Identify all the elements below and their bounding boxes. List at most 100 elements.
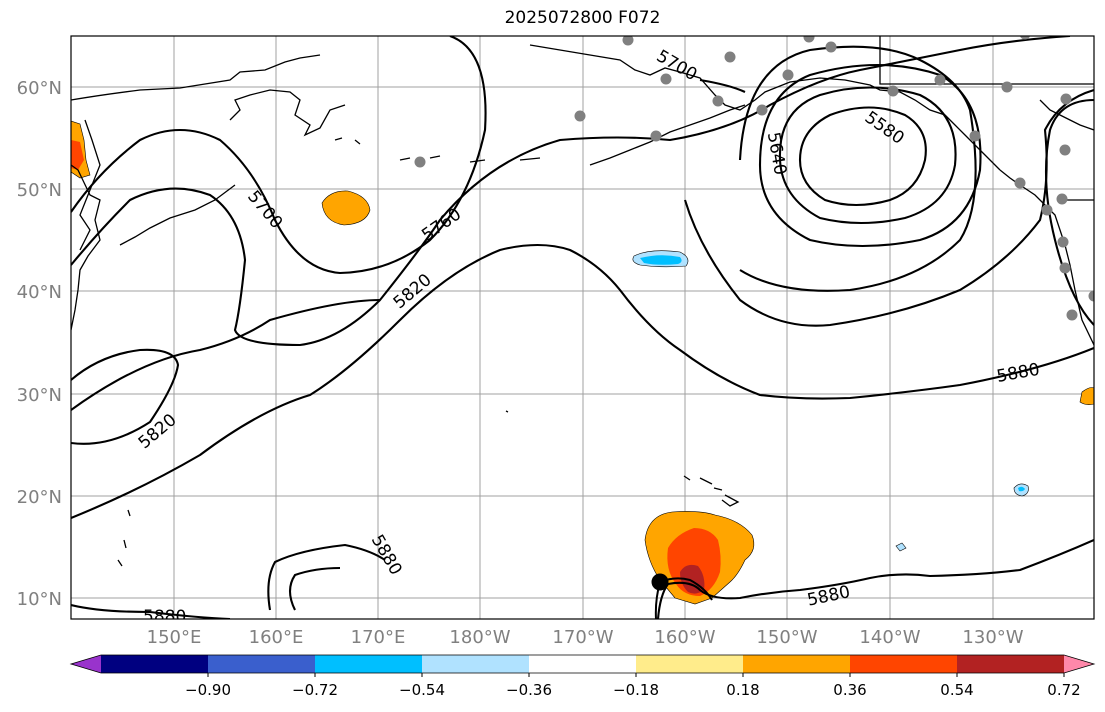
- contour-5820-main: [71, 298, 381, 411]
- lon-label: 150°E: [147, 627, 202, 648]
- shade-east-small: [1079, 387, 1094, 405]
- station-dot: [782, 69, 794, 81]
- colorbar-tick-label: 0.72: [1047, 681, 1080, 699]
- colorbar-segment: [422, 655, 530, 673]
- longitude-labels: 150°E 160°E 170°E 180°W 170°W 160°W 150°…: [147, 627, 1024, 648]
- colorbar-tick-label: −0.72: [292, 681, 338, 699]
- lat-label: 40°N: [17, 282, 62, 303]
- station-dot: [414, 156, 426, 168]
- coast-kurils: [119, 184, 236, 246]
- colorbar-segment: [101, 655, 209, 673]
- contour-5880-sw-inner: [288, 566, 341, 611]
- coast-hawaii: [683, 475, 740, 507]
- shade-east-blue-inner: [1018, 486, 1025, 492]
- station-dot: [650, 130, 662, 142]
- lat-label: 30°N: [17, 385, 62, 406]
- contour-5820-c: [71, 244, 1094, 519]
- map-frame: [70, 35, 1095, 620]
- graticule: [71, 36, 1094, 619]
- colorbar-segment: [315, 655, 423, 673]
- storm-track: [651, 573, 713, 619]
- station-dot: [803, 36, 815, 43]
- contour-5880-south: [656, 539, 1094, 619]
- station-dot: [1059, 262, 1071, 274]
- colorbar-tick-label: 0.18: [726, 681, 759, 699]
- station-dot: [934, 74, 946, 86]
- shaded-anomalies: [71, 120, 1094, 605]
- lat-label: 60°N: [17, 78, 62, 99]
- coast-aleutians-2: [399, 155, 541, 163]
- contour-5880-north: [699, 78, 746, 93]
- contour-5700-east: [738, 45, 977, 292]
- lon-label: 180°W: [449, 627, 510, 648]
- colorbar-segment: [529, 655, 637, 673]
- lon-label: 170°E: [351, 627, 406, 648]
- colorbar-tick-label: −0.36: [506, 681, 552, 699]
- station-dot: [969, 130, 981, 142]
- station-dot: [1057, 236, 1069, 248]
- station-dot: [1060, 93, 1072, 105]
- colorbar-segment: [850, 655, 958, 673]
- latitude-labels: 60°N 50°N 40°N 30°N 20°N 10°N: [17, 78, 62, 610]
- contour-label-5880d: 5880: [143, 607, 186, 627]
- lon-label: 160°W: [654, 627, 715, 648]
- lat-label: 10°N: [17, 589, 62, 610]
- lat-label: 20°N: [17, 487, 62, 508]
- station-dot: [574, 110, 586, 122]
- colorbar-tick-label: −0.54: [399, 681, 445, 699]
- storm-position-marker: [651, 573, 669, 591]
- shade-kamchatka-inner: [71, 140, 84, 170]
- contour-5880-east: [1044, 98, 1094, 326]
- coast-asia-north: [71, 54, 321, 101]
- coast-canada-east: [1039, 99, 1094, 131]
- lon-label: 130°W: [962, 627, 1023, 648]
- coast-aleutians: [589, 104, 746, 166]
- station-markers: [414, 36, 1094, 321]
- station-dot: [1088, 290, 1094, 302]
- station-dot: [1001, 81, 1013, 93]
- station-dot: [1014, 177, 1026, 189]
- colorbar-segment: [208, 655, 316, 673]
- colorbar-outline: [69, 654, 1096, 674]
- shade-gulf-blue-inner: [640, 255, 682, 265]
- colorbar-segment: [743, 655, 851, 673]
- coast-alaska-west: [529, 44, 1001, 171]
- station-dot: [1019, 36, 1031, 40]
- coast-alaska-box: [879, 36, 1094, 85]
- contour-5820-b: [71, 348, 180, 445]
- height-contours: [71, 36, 1094, 619]
- station-dot: [724, 51, 736, 63]
- coast-chukotka: [229, 89, 346, 137]
- lon-label: 150°W: [756, 627, 817, 648]
- coastlines: [71, 36, 1094, 567]
- station-dot: [1066, 309, 1078, 321]
- lat-label: 50°N: [17, 180, 62, 201]
- colorbar-extend-max: [1064, 655, 1094, 673]
- colorbar: [69, 654, 1096, 674]
- lon-label: 170°W: [552, 627, 613, 648]
- colorbar-tick-label: 0.36: [833, 681, 866, 699]
- station-dot: [756, 104, 768, 116]
- lon-label: 140°W: [859, 627, 920, 648]
- contour-outer: [683, 88, 1094, 327]
- colorbar-tick-labels: −0.90 −0.72 −0.54 −0.36 −0.18 0.18 0.36 0.54 0.7…: [185, 673, 1081, 699]
- station-dot: [712, 95, 724, 107]
- colorbar-tick-label: −0.18: [613, 681, 659, 699]
- shade-nw-pacific: [321, 190, 371, 226]
- coast-small-islands: [117, 410, 509, 567]
- colorbar-tick-label: 0.54: [940, 681, 973, 699]
- contour-5700-west: [71, 36, 487, 275]
- station-dot: [887, 85, 899, 97]
- lon-label: 160°E: [249, 627, 304, 648]
- station-dot: [622, 36, 634, 46]
- colorbar-extend-min: [71, 655, 101, 673]
- contour-5880-bottom: [71, 603, 231, 619]
- colorbar-segment: [957, 655, 1065, 673]
- station-dot: [660, 73, 672, 85]
- colorbar-tick-label: −0.90: [185, 681, 231, 699]
- contour-5700-loop: [758, 63, 982, 248]
- map-title: 2025072800 F072: [504, 8, 661, 28]
- contour-5580: [798, 106, 927, 206]
- station-dot: [825, 41, 837, 53]
